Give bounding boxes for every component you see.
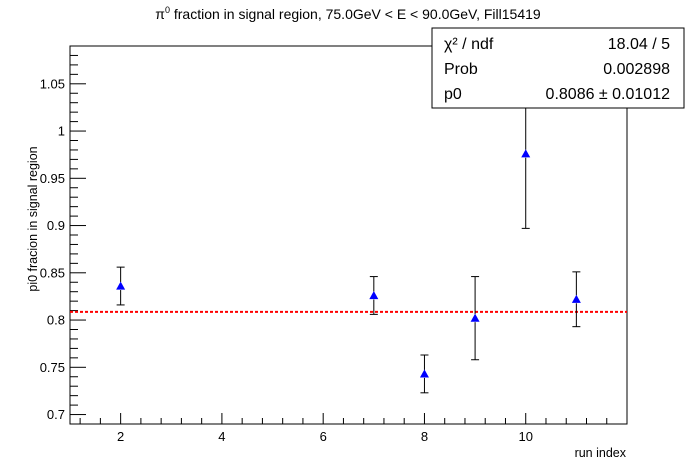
- x-tick-label: 10: [518, 429, 532, 444]
- y-tick-label: 0.7: [47, 407, 65, 422]
- data-point: [470, 313, 480, 322]
- stats-box: χ² / ndf 18.04 / 5 Prob 0.002898 p0 0.80…: [431, 27, 685, 109]
- y-tick-label: 0.95: [40, 171, 65, 186]
- stats-chi2-value: 18.04 / 5: [608, 36, 670, 53]
- chart-title-text: fraction in signal region, 75.0GeV < E <…: [170, 6, 541, 22]
- chart-title: π0 fraction in signal region, 75.0GeV < …: [155, 5, 541, 22]
- x-axis-label: run index: [575, 446, 627, 460]
- data-point: [521, 149, 531, 158]
- y-tick-label: 0.9: [47, 218, 65, 233]
- x-tick-label: 6: [320, 429, 327, 444]
- y-axis-label: pi0 fracion in signal region: [26, 146, 40, 291]
- stats-p0-label: p0: [444, 86, 462, 103]
- y-tick-label: 1: [58, 124, 65, 139]
- stats-prob-value: 0.002898: [603, 61, 670, 78]
- chart-title-symbol: π: [155, 6, 165, 22]
- x-tick-label: 2: [117, 429, 124, 444]
- x-axis: 2 4 6 8 10: [79, 413, 608, 444]
- y-tick-label: 1.05: [40, 76, 65, 91]
- y-tick-label: 0.75: [40, 360, 65, 375]
- stats-box-frame: [431, 27, 685, 109]
- y-tick-label: 0.8: [47, 313, 65, 328]
- x-tick-label: 4: [218, 429, 225, 444]
- y-tick-label: 0.85: [40, 265, 65, 280]
- stats-prob-label: Prob: [444, 61, 478, 78]
- stats-chi2-label: χ² / ndf: [444, 36, 494, 53]
- data-point: [419, 369, 429, 378]
- x-tick-label: 8: [421, 429, 428, 444]
- data-point: [369, 290, 379, 300]
- points-layer: [116, 78, 581, 394]
- chart-title-superscript: 0: [165, 5, 170, 15]
- stats-p0-value: 0.8086 ± 0.01012: [546, 86, 671, 103]
- data-point: [571, 294, 581, 303]
- data-point: [116, 281, 126, 290]
- y-axis: 0.7 0.75 0.8 0.85 0.9 0.95 1 1.05: [40, 45, 86, 425]
